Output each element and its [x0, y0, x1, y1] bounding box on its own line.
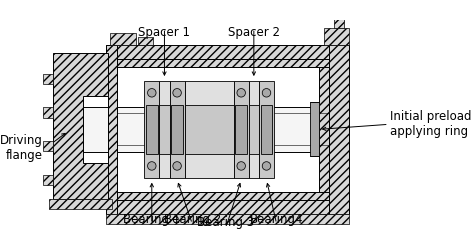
Bar [82, 107, 108, 152]
Circle shape [173, 162, 182, 170]
Bar [171, 105, 183, 154]
Bar [106, 200, 349, 214]
Bar [185, 81, 234, 178]
Bar [324, 28, 349, 45]
Text: Bearing 2: Bearing 2 [164, 212, 221, 226]
Bar [159, 105, 170, 154]
Bar [310, 102, 319, 156]
Bar [235, 105, 247, 154]
Bar [234, 81, 249, 178]
Text: Bearing4: Bearing4 [250, 212, 303, 226]
Bar [117, 192, 329, 200]
Text: Bearing 1: Bearing 1 [123, 212, 181, 226]
Bar [43, 74, 53, 84]
Bar [249, 81, 259, 178]
Circle shape [262, 162, 271, 170]
Bar [106, 214, 349, 224]
Bar [117, 107, 329, 152]
Text: Driving
flange: Driving flange [0, 134, 43, 162]
Bar [249, 105, 259, 154]
Circle shape [237, 162, 246, 170]
Circle shape [262, 89, 271, 97]
Circle shape [147, 89, 156, 97]
Bar [170, 81, 185, 178]
Bar [261, 105, 273, 154]
Bar [329, 45, 349, 214]
Bar [319, 67, 329, 192]
Text: Spacer 1: Spacer 1 [138, 26, 191, 40]
Bar [106, 45, 117, 214]
Text: Spacer 2: Spacer 2 [228, 26, 280, 40]
Circle shape [147, 162, 156, 170]
Bar [259, 81, 274, 178]
Bar [159, 81, 170, 178]
Bar [334, 16, 344, 28]
Bar [144, 81, 159, 178]
Bar [106, 45, 349, 58]
Bar [49, 199, 112, 209]
Bar [110, 33, 136, 45]
Bar [53, 53, 108, 199]
Text: Bearing 3: Bearing 3 [198, 216, 255, 229]
Bar [43, 175, 53, 185]
Circle shape [173, 89, 182, 97]
Text: Initial preload
applying ring: Initial preload applying ring [391, 110, 472, 138]
Bar [185, 105, 234, 154]
Bar [117, 58, 329, 67]
Bar [117, 67, 329, 192]
Bar [146, 105, 158, 154]
Bar [43, 107, 53, 118]
Bar [43, 141, 53, 151]
Circle shape [237, 89, 246, 97]
Bar [82, 96, 108, 163]
Bar [138, 37, 154, 45]
